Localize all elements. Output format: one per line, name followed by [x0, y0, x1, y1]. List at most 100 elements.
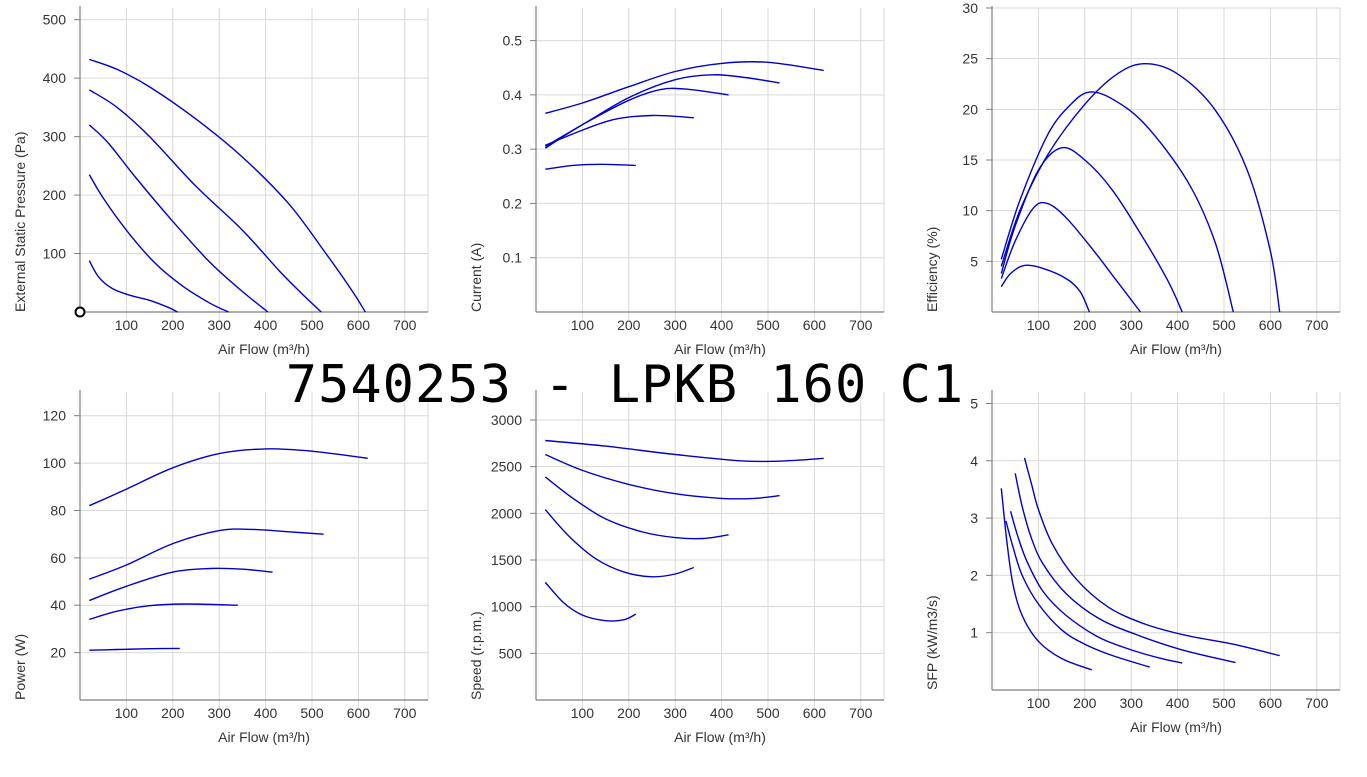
x-tick-label: 700 — [393, 317, 417, 333]
y-tick-label: 2000 — [491, 505, 522, 521]
x-tick-label: 400 — [1166, 695, 1190, 711]
y-tick-label: 500 — [499, 645, 523, 661]
chart-title: 7540253 - LPKB 160 C1 — [286, 355, 964, 415]
y-tick-label: 60 — [50, 550, 66, 566]
x-tick-label: 700 — [849, 705, 873, 721]
x-tick-label: 100 — [571, 705, 595, 721]
chart-2: 100 200 300 400 500 600 700 0.1 0.2 0.3 0.4 0.5 Air … — [468, 6, 885, 357]
y-tick-label: 1500 — [491, 552, 522, 568]
x-tick-label: 100 — [571, 317, 595, 333]
y-tick-label: 10 — [962, 203, 978, 219]
y-tick-label: 25 — [962, 51, 978, 67]
series-line-3 — [88, 124, 269, 313]
y-tick-label: 15 — [962, 152, 978, 168]
x-tick-label: 100 — [1027, 317, 1051, 333]
y-tick-label: 0.2 — [503, 195, 523, 211]
chart-1: 100 200 300 400 500 600 700 100 200 300 400 500 Air … — [12, 6, 429, 357]
x-tick-label: 700 — [393, 705, 417, 721]
series-line-3 — [1000, 146, 1183, 313]
series-line-2 — [1014, 473, 1236, 664]
series-line-2 — [89, 528, 324, 580]
series-line-1 — [89, 58, 366, 313]
x-tick-label: 200 — [617, 317, 641, 333]
x-axis-label: Air Flow (m³/h) — [674, 341, 766, 357]
x-tick-label: 600 — [1259, 695, 1283, 711]
series-line-5 — [545, 163, 636, 170]
y-tick-label: 120 — [43, 408, 67, 424]
x-tick-label: 300 — [1120, 317, 1144, 333]
chart-5: 100 200 300 400 500 600 700 500 1000 1500 2000 2500… — [468, 390, 885, 745]
series-line-2 — [88, 89, 322, 313]
x-tick-label: 200 — [1073, 695, 1097, 711]
x-tick-label: 100 — [1027, 695, 1051, 711]
x-tick-label: 400 — [254, 317, 278, 333]
series-line-5 — [1000, 264, 1091, 313]
x-tick-label: 400 — [710, 317, 734, 333]
x-tick-label: 300 — [664, 317, 688, 333]
series-line-1 — [545, 60, 824, 114]
x-tick-label: 500 — [1212, 317, 1236, 333]
series-line-2 — [1000, 91, 1234, 313]
x-tick-label: 400 — [1166, 317, 1190, 333]
series-line-2 — [544, 74, 780, 148]
series-line-3 — [544, 476, 729, 540]
series-line-4 — [1005, 520, 1151, 668]
x-tick-label: 600 — [803, 317, 827, 333]
y-tick-label: 0.4 — [503, 87, 523, 103]
x-tick-label: 200 — [617, 705, 641, 721]
x-tick-label: 700 — [1305, 695, 1329, 711]
series-line-5 — [544, 581, 637, 622]
series-line-4 — [544, 509, 695, 578]
x-tick-label: 500 — [756, 705, 780, 721]
series-line-2 — [545, 453, 780, 500]
x-tick-label: 200 — [161, 705, 185, 721]
y-tick-label: 20 — [962, 101, 978, 117]
y-tick-label: 2500 — [491, 459, 522, 475]
x-tick-label: 400 — [710, 705, 734, 721]
x-tick-label: 200 — [161, 317, 185, 333]
x-tick-label: 100 — [115, 705, 139, 721]
series-line-1 — [1023, 457, 1280, 657]
y-tick-label: 20 — [50, 645, 66, 661]
x-tick-label: 500 — [1212, 695, 1236, 711]
y-tick-label: 40 — [50, 597, 66, 613]
series-line-4 — [88, 174, 229, 313]
x-tick-label: 600 — [803, 705, 827, 721]
series-line-3 — [544, 87, 729, 149]
origin-marker — [74, 306, 86, 318]
y-tick-label: 300 — [43, 129, 67, 145]
x-axis-label: Air Flow (m³/h) — [1130, 341, 1222, 357]
y-axis-label: SFP (kW/m3/s) — [924, 595, 940, 690]
x-axis-label: Air Flow (m³/h) — [218, 729, 310, 745]
x-tick-label: 300 — [208, 317, 232, 333]
chart-6: 100 200 300 400 500 600 700 1 2 3 4 5 Air Flow (m³/h… — [924, 390, 1341, 735]
x-tick-label: 600 — [1259, 317, 1283, 333]
series-line-1 — [545, 439, 824, 463]
x-tick-label: 700 — [1305, 317, 1329, 333]
chart-3: 100 200 300 400 500 600 700 5 10 15 20 25 30 Air Flow… — [924, 0, 1341, 357]
series-line-1 — [1000, 62, 1281, 313]
series-line-3 — [89, 567, 273, 602]
y-tick-label: 100 — [43, 246, 67, 262]
x-tick-label: 500 — [300, 317, 324, 333]
y-axis-label: Power (W) — [12, 634, 28, 700]
series-line-5 — [88, 260, 178, 313]
y-tick-label: 0.5 — [503, 33, 523, 49]
x-tick-label: 300 — [664, 705, 688, 721]
y-tick-label: 0.1 — [503, 250, 523, 266]
x-tick-label: 400 — [254, 705, 278, 721]
series-line-4 — [545, 114, 694, 146]
x-tick-label: 200 — [1073, 317, 1097, 333]
series-line-5 — [89, 647, 180, 651]
y-tick-label: 100 — [43, 455, 67, 471]
x-tick-label: 300 — [208, 705, 232, 721]
series-line-4 — [89, 603, 238, 621]
y-tick-label: 1000 — [491, 599, 522, 615]
y-tick-label: 1 — [970, 625, 978, 641]
x-axis-label: Air Flow (m³/h) — [674, 729, 766, 745]
y-axis-label: External Static Pressure (Pa) — [12, 131, 28, 312]
y-tick-label: 3 — [970, 510, 978, 526]
x-tick-label: 500 — [756, 317, 780, 333]
y-tick-label: 0.3 — [503, 141, 523, 157]
